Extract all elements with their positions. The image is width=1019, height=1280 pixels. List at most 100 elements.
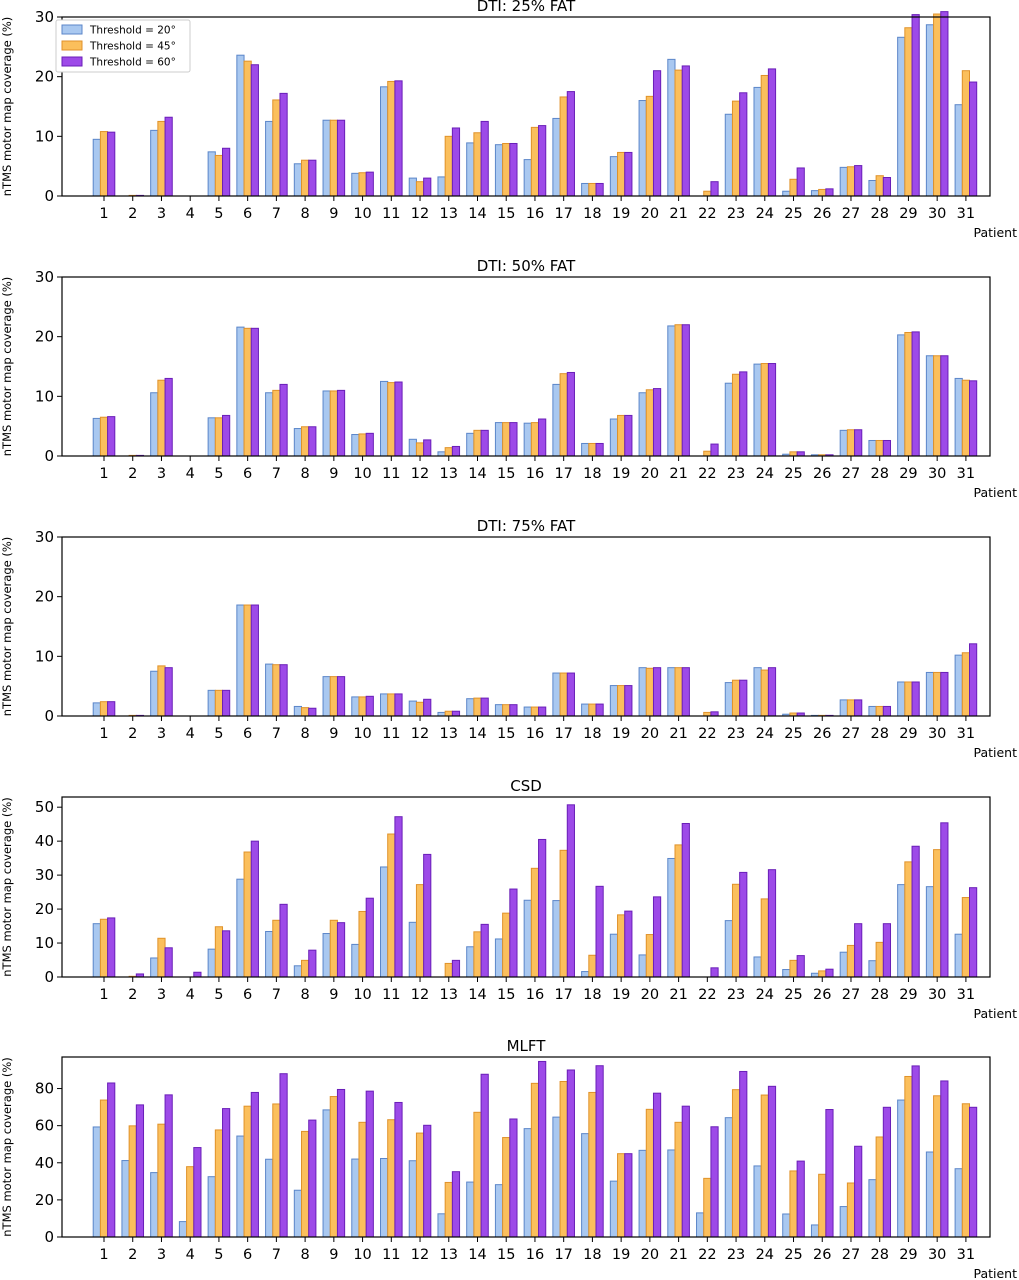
x-tick-label: 7 xyxy=(272,1247,281,1263)
x-tick-label: 10 xyxy=(353,987,371,1003)
bar-p4-s2-c7 xyxy=(272,919,281,978)
bar-p5-s2-c22 xyxy=(703,1177,712,1238)
bar-p4-s1-c3 xyxy=(150,957,159,978)
bar-p5-s3-c11 xyxy=(394,1101,403,1238)
bar-p2-s3-c14 xyxy=(480,429,489,457)
bar-p1-s1-c28 xyxy=(868,179,877,197)
bar-p3-s2-c5 xyxy=(214,689,224,717)
bar-p5-s1-c1 xyxy=(92,1126,101,1238)
x-tick-label: 13 xyxy=(440,466,458,482)
x-tick-label: 8 xyxy=(300,466,309,482)
bar-p4-s3-c11 xyxy=(394,816,403,978)
bar-p5-s2-c4 xyxy=(186,1166,195,1238)
bar-p3-s1-c20 xyxy=(638,667,647,717)
bar-p4-s3-c13 xyxy=(451,959,461,978)
x-tick-label: 10 xyxy=(353,1247,371,1263)
bar-p5-s1-c26 xyxy=(810,1224,820,1238)
x-tick-label: 20 xyxy=(641,1247,659,1263)
bar-p4-s2-c9 xyxy=(329,919,338,978)
y-tick-label: 0 xyxy=(44,187,54,205)
bar-p4-s2-c31 xyxy=(961,897,970,978)
x-tick-label: 23 xyxy=(727,726,745,742)
bar-p1-s3-c8 xyxy=(308,159,317,197)
x-tick-label: 10 xyxy=(353,206,371,222)
x-tick-label: 4 xyxy=(186,987,195,1003)
bar-p3-s3-c21 xyxy=(681,667,690,717)
bar-p5-s2-c14 xyxy=(473,1111,482,1238)
bar-p3-s2-c24 xyxy=(760,669,769,717)
bar-p5-s2-c25 xyxy=(789,1170,798,1238)
bar-p4-s2-c29 xyxy=(904,861,913,978)
x-tick-label: 12 xyxy=(411,987,429,1003)
x-tick-label: 29 xyxy=(899,726,917,742)
bar-p5-s3-c19 xyxy=(624,1153,633,1238)
bar-p1-s1-c25 xyxy=(782,190,791,197)
x-tick-label: 6 xyxy=(243,1247,252,1263)
x-tick-label: 8 xyxy=(300,726,309,742)
x-tick-label: 30 xyxy=(928,726,946,742)
x-tick-label: 31 xyxy=(957,987,975,1003)
bar-p2-s1-c20 xyxy=(638,392,647,457)
y-tick-label: 60 xyxy=(35,1117,54,1135)
bar-p2-s2-c18 xyxy=(588,442,597,457)
bar-p1-s1-c23 xyxy=(724,113,733,197)
bar-p5-s2-c28 xyxy=(875,1136,884,1238)
bar-p5-s3-c1 xyxy=(107,1082,116,1238)
bar-p1-s2-c26 xyxy=(818,188,827,197)
bar-p3-s2-c6 xyxy=(243,604,252,717)
chart-title: DTI: 25% FAT xyxy=(477,0,576,15)
y-tick-label: 50 xyxy=(35,798,54,816)
bar-p3-s1-c30 xyxy=(925,671,935,717)
bar-p3-s1-c23 xyxy=(724,682,733,717)
bar-p1-s3-c5 xyxy=(222,147,231,197)
bar-p1-s2-c24 xyxy=(760,74,769,197)
bar-p5-s3-c10 xyxy=(365,1090,374,1238)
bar-p4-s2-c28 xyxy=(875,941,884,978)
x-tick-label: 8 xyxy=(300,1247,309,1263)
bar-p4-s2-c3 xyxy=(157,937,166,978)
bar-p3-s3-c6 xyxy=(250,604,259,717)
x-tick-label: 16 xyxy=(526,206,544,222)
bar-p4-s1-c16 xyxy=(523,899,532,978)
y-tick-label: 10 xyxy=(35,647,54,665)
bar-p1-s2-c18 xyxy=(588,182,597,197)
x-tick-label: 5 xyxy=(214,1247,223,1263)
bar-p5-s1-c30 xyxy=(925,1151,935,1238)
bar-p3-s3-c22 xyxy=(710,711,719,717)
bar-p2-s3-c16 xyxy=(538,418,547,457)
bar-p1-s2-c7 xyxy=(272,99,281,197)
x-tick-label: 4 xyxy=(186,466,195,482)
x-tick-label: 7 xyxy=(272,726,281,742)
bar-p3-s3-c11 xyxy=(394,693,403,717)
bar-p5-s3-c31 xyxy=(969,1106,978,1238)
x-tick-label: 22 xyxy=(698,1247,716,1263)
legend-label-2: Threshold = 45° xyxy=(89,41,176,53)
bar-p2-s2-c27 xyxy=(846,429,856,457)
bar-p3-s1-c9 xyxy=(322,676,331,717)
bar-p5-s3-c13 xyxy=(451,1171,461,1238)
bar-p4-s3-c18 xyxy=(595,885,604,978)
x-tick-label: 26 xyxy=(813,987,831,1003)
bar-p1-s3-c30 xyxy=(940,11,949,197)
bar-p1-s1-c18 xyxy=(581,182,590,197)
bar-p2-s1-c14 xyxy=(466,432,475,457)
bar-p4-s3-c29 xyxy=(911,845,920,978)
y-axis-label: nTMS motor map coverage (%) xyxy=(0,277,14,457)
bar-p2-s1-c8 xyxy=(293,428,303,457)
bar-p1-s3-c17 xyxy=(566,91,575,197)
bar-p4-s2-c16 xyxy=(530,867,540,978)
x-tick-label: 24 xyxy=(756,1247,774,1263)
x-tick-label: 20 xyxy=(641,466,659,482)
bar-p4-s1-c21 xyxy=(667,857,676,978)
y-tick-label: 20 xyxy=(35,900,54,918)
bar-p4-s2-c1 xyxy=(99,918,109,978)
bar-p3-s1-c16 xyxy=(523,706,532,717)
bar-p4-s2-c30 xyxy=(933,849,942,978)
plot-frame xyxy=(61,536,991,717)
x-tick-label: 7 xyxy=(272,206,281,222)
bar-p4-s1-c24 xyxy=(753,956,762,978)
bar-p5-s3-c16 xyxy=(538,1060,547,1238)
x-tick-label: 31 xyxy=(957,206,975,222)
x-axis-label: Patient xyxy=(973,1006,1017,1021)
bar-p5-s1-c19 xyxy=(609,1180,619,1238)
